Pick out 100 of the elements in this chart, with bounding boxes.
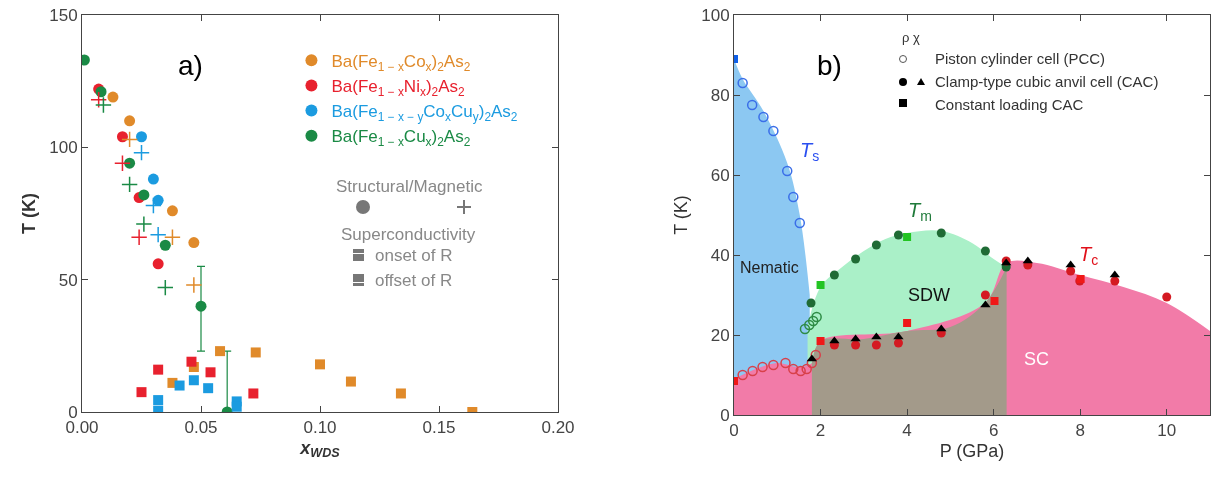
x-tick-label: 0.20 <box>541 418 575 438</box>
point <box>188 375 199 386</box>
x-tick-label: 0.05 <box>184 418 218 438</box>
point <box>788 363 799 375</box>
legend-label: Ba(Fe$_{1 − x}$Ni$_{x}$)$_{2}$As$_{2}$ <box>331 77 466 99</box>
y-tick-label: 60 <box>710 165 730 185</box>
annotation: ρ χ <box>902 30 921 45</box>
point <box>136 387 147 398</box>
point <box>174 380 185 391</box>
point <box>248 388 259 399</box>
legend-label: Ba(Fe$_{1 − x}$Cu$_{x}$)$_{2}$As$_{2}$ <box>331 127 471 149</box>
x-tick-label: 6 <box>988 421 999 441</box>
point <box>186 356 197 367</box>
point <box>747 365 758 377</box>
annotation: onset of R <box>375 246 453 265</box>
legend-label: Ba(Fe$_{1 − x}$Co$_{x}$)$_{2}$As$_{2}$ <box>331 51 471 74</box>
y-tick-label: 40 <box>710 245 730 265</box>
point <box>147 173 159 185</box>
point <box>829 270 839 280</box>
point <box>144 197 162 215</box>
y-tick-label: 100 <box>701 5 730 25</box>
point <box>811 311 822 323</box>
point <box>185 276 203 294</box>
annotation: Clamp-type cubic anvil cell (CAC) <box>935 73 1159 90</box>
point <box>163 228 181 246</box>
point <box>816 337 825 345</box>
point <box>851 340 861 350</box>
point <box>810 349 822 361</box>
point <box>107 91 119 103</box>
annotation: T$_{c}$ <box>1079 243 1099 269</box>
point <box>936 324 947 332</box>
point <box>757 361 768 373</box>
point <box>893 338 903 348</box>
point <box>1109 270 1120 278</box>
point <box>166 205 178 217</box>
point <box>195 300 207 312</box>
annotation: SDW <box>908 285 950 305</box>
annotation: Structural/Magnetic <box>336 177 483 196</box>
annotation: T$_{s}$ <box>800 139 820 165</box>
point <box>135 215 153 233</box>
point <box>114 154 131 172</box>
annotation: Piston cylinder cell (PCC) <box>935 50 1106 67</box>
point <box>94 96 112 114</box>
point <box>804 319 815 331</box>
y-tick-label: 50 <box>58 270 78 290</box>
point <box>788 191 799 203</box>
annotation: Superconductivity <box>341 225 476 244</box>
point <box>768 359 779 371</box>
point <box>121 175 139 193</box>
point <box>893 332 904 340</box>
annotation: offset of R <box>375 271 453 290</box>
point <box>936 228 946 238</box>
point <box>203 383 214 394</box>
annotation: Nematic <box>740 259 799 276</box>
point <box>758 111 769 123</box>
point <box>871 332 882 340</box>
point <box>153 395 164 406</box>
annotation: a) <box>178 50 203 81</box>
point <box>156 279 174 297</box>
point <box>780 357 791 369</box>
point <box>737 369 748 381</box>
y-tick-label: 150 <box>49 5 78 25</box>
point <box>345 376 356 387</box>
point <box>806 298 816 308</box>
y-tick-label: 80 <box>710 85 730 105</box>
point <box>124 115 136 127</box>
point <box>188 237 200 249</box>
point <box>794 217 806 229</box>
point <box>903 319 912 327</box>
y-axis-title: T (K) <box>19 193 40 234</box>
annotation: Constant loading CAC <box>935 96 1084 113</box>
point <box>116 131 128 143</box>
point <box>1110 276 1120 286</box>
point <box>1065 260 1076 268</box>
point <box>851 254 861 264</box>
point <box>250 347 261 358</box>
x-tick-label: 0.15 <box>422 418 456 438</box>
point <box>1162 292 1172 302</box>
point <box>153 364 164 375</box>
y-axis-title: T (K) <box>671 195 692 235</box>
x-tick-label: 0.10 <box>303 418 337 438</box>
point <box>138 189 150 201</box>
point <box>737 77 748 89</box>
point <box>130 228 148 246</box>
point <box>799 323 811 335</box>
x-tick-label: 10 <box>1157 421 1177 441</box>
point <box>395 388 406 399</box>
point <box>205 367 216 378</box>
point <box>746 99 758 111</box>
point <box>215 346 226 357</box>
point <box>801 363 812 375</box>
y-tick-label: 0 <box>720 405 730 425</box>
annotation: T$_{m}$ <box>908 199 932 225</box>
text: Ba(Fe$_{1 − x − y}$Co$_{x}$Cu$_{y}$)$_{2}$As$_{2}$ <box>331 102 518 124</box>
point <box>149 226 167 244</box>
annotation: SC <box>1024 349 1050 369</box>
point <box>781 165 793 177</box>
point <box>133 144 150 162</box>
point <box>136 131 147 143</box>
point <box>159 239 171 251</box>
